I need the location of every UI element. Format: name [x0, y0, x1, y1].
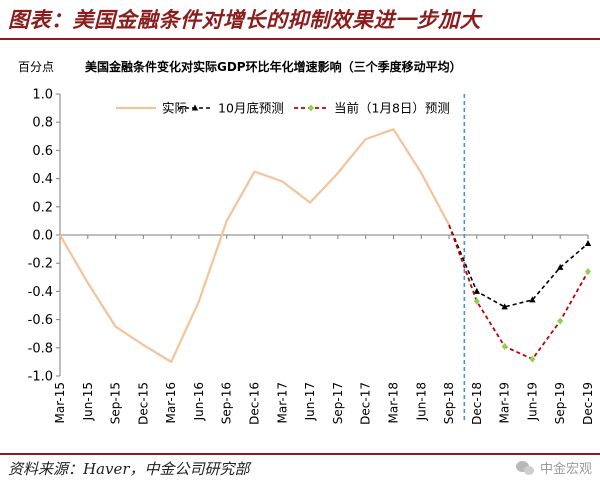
x-tick-label: Mar-18: [386, 382, 400, 423]
legend-marker-2: [308, 104, 314, 112]
footer-divider: [0, 453, 600, 455]
series-point-1: [584, 239, 592, 246]
series-point-2: [529, 355, 536, 363]
y-tick-label: -1.0: [28, 370, 53, 385]
legend-label-0: 实际: [162, 101, 187, 116]
chart-legend: 实际 10月底预测 当前（1月8日）预测: [116, 101, 450, 116]
y-axis: 1.0 0.8 0.6 0.4 0.2 0.0 -0.2 -0.4 -0.6 -0.8 -1.0: [28, 88, 61, 385]
x-tick-label: Mar-15: [53, 382, 67, 423]
y-tick-label: -0.4: [28, 285, 53, 300]
x-axis: Mar-15 Jun-15 Sep-15 Dec-15 Mar-16 Jun-16 Sep-…: [53, 234, 595, 425]
series-point-2: [585, 268, 591, 276]
chart-title: 美国金融条件变化对实际GDP环比年化增速影响（三个季度移动平均）: [85, 59, 462, 74]
x-tick-label: Dec-15: [136, 382, 150, 425]
x-tick-label: Jun-18: [414, 382, 428, 421]
y-tick-label: 1.0: [32, 88, 53, 103]
series-line-1: [448, 224, 589, 308]
x-tick-label: Mar-19: [498, 382, 512, 423]
series-point-2: [473, 297, 480, 305]
series-line-2: [448, 224, 589, 360]
series-point-1: [529, 296, 536, 303]
x-tick-label: Mar-17: [275, 382, 289, 423]
x-tick-label: Sep-15: [109, 382, 123, 424]
header-divider: [0, 38, 600, 40]
header: 图表：美国金融条件对增长的抑制效果进一步加大: [0, 0, 600, 40]
y-tick-label: 0.6: [32, 144, 53, 159]
y-tick-label: 0.0: [32, 229, 53, 244]
y-tick-label: -0.2: [28, 257, 53, 272]
x-tick-label: Jun-19: [525, 382, 539, 421]
legend-marker-1: [191, 104, 199, 111]
x-tick-label: Sep-16: [220, 382, 234, 424]
source-note: 资料来源：Haver，中金公司研究部: [8, 460, 250, 478]
watermark-text: 中金宏观: [539, 462, 592, 477]
watermark: 中金宏观: [515, 458, 592, 477]
x-tick-label: Jun-15: [81, 382, 95, 421]
series-point-1: [501, 303, 508, 310]
x-tick-label: Dec-19: [581, 382, 595, 425]
series-point-2: [557, 317, 564, 325]
legend-label-2: 当前（1月8日）预测: [334, 101, 450, 116]
y-axis-unit-label: 百分点: [18, 60, 54, 74]
plot-area: [59, 94, 592, 422]
x-tick-label: Sep-18: [442, 382, 456, 424]
series-line-0: [59, 128, 451, 363]
x-tick-label: Dec-17: [359, 382, 373, 425]
x-tick-label: Sep-17: [331, 382, 345, 424]
y-tick-label: -0.8: [28, 341, 53, 356]
chart: 百分点 美国金融条件变化对实际GDP环比年化增速影响（三个季度移动平均） 实际 1…: [18, 59, 595, 425]
x-tick-label: Dec-16: [248, 382, 262, 425]
y-tick-label: 0.8: [32, 116, 53, 131]
y-tick-label: 0.2: [32, 200, 53, 215]
page-title: 图表：美国金融条件对增长的抑制效果进一步加大: [8, 7, 481, 32]
x-tick-label: Mar-16: [164, 382, 178, 423]
series-point-1: [557, 263, 564, 270]
x-tick-label: Sep-19: [553, 382, 567, 424]
x-tick-label: Dec-18: [470, 382, 484, 425]
series-point-1: [473, 287, 481, 294]
x-tick-label: Jun-17: [303, 382, 317, 421]
series-point-2: [501, 342, 508, 350]
wechat-icon: [515, 460, 536, 476]
y-tick-label: 0.4: [32, 172, 53, 187]
y-tick-label: -0.6: [28, 313, 53, 328]
legend-label-1: 10月底预测: [218, 101, 284, 116]
x-tick-label: Jun-16: [192, 382, 206, 421]
